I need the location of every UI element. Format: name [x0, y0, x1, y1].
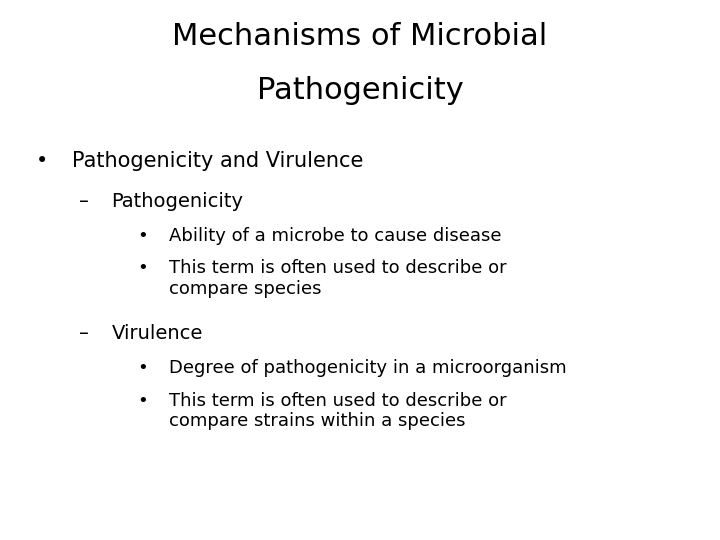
Text: Ability of a microbe to cause disease: Ability of a microbe to cause disease [169, 227, 502, 245]
Text: •: • [36, 151, 48, 171]
Text: •: • [137, 359, 148, 377]
Text: Mechanisms of Microbial: Mechanisms of Microbial [172, 22, 548, 51]
Text: Degree of pathogenicity in a microorganism: Degree of pathogenicity in a microorgani… [169, 359, 567, 377]
Text: •: • [137, 392, 148, 409]
Text: Pathogenicity: Pathogenicity [256, 76, 464, 105]
Text: Pathogenicity and Virulence: Pathogenicity and Virulence [72, 151, 364, 171]
Text: –: – [79, 324, 89, 343]
Text: –: – [79, 192, 89, 211]
Text: •: • [137, 259, 148, 277]
Text: •: • [137, 227, 148, 245]
Text: This term is often used to describe or
compare species: This term is often used to describe or c… [169, 259, 507, 298]
Text: Virulence: Virulence [112, 324, 203, 343]
Text: This term is often used to describe or
compare strains within a species: This term is often used to describe or c… [169, 392, 507, 430]
Text: Pathogenicity: Pathogenicity [112, 192, 243, 211]
